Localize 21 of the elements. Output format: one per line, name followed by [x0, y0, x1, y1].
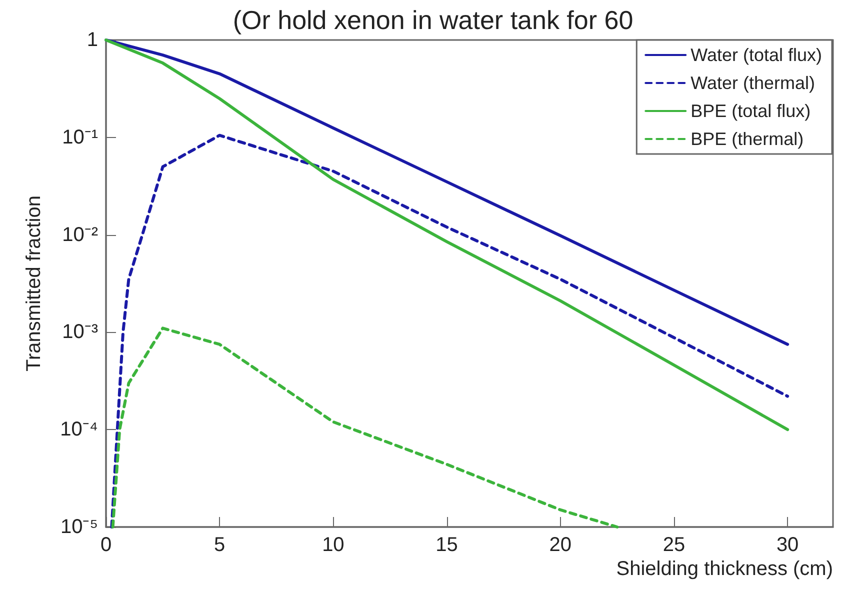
y-tick-label: 1: [86, 29, 98, 51]
x-tick-label: 0: [100, 534, 112, 556]
legend-label: Water (total flux): [690, 45, 822, 65]
y-tick-label: 10⁻⁵: [60, 516, 98, 538]
y-tick-label: 10⁻⁴: [60, 418, 98, 441]
legend-label: BPE (total flux): [690, 101, 811, 121]
legend-label: Water (thermal): [690, 73, 815, 93]
legend-label: BPE (thermal): [690, 129, 804, 149]
line-series: [111, 326, 619, 528]
chart-title: (Or hold xenon in water tank for 60: [232, 5, 634, 35]
y-tick-label: 10⁻³: [62, 321, 98, 344]
x-tick-label: 15: [436, 534, 458, 556]
x-axis-title: Shielding thickness (cm): [616, 558, 833, 580]
x-tick-label: 30: [776, 534, 799, 556]
x-tick-label: 10: [322, 534, 344, 556]
x-tick-label: 25: [662, 534, 686, 556]
x-tick-label: 20: [549, 534, 572, 556]
y-tick-label: 10⁻¹: [62, 126, 98, 148]
y-axis-title: Transmitted fraction: [23, 196, 45, 372]
y-tick-label: 10⁻²: [62, 224, 98, 246]
x-tick-label: 5: [214, 534, 226, 556]
